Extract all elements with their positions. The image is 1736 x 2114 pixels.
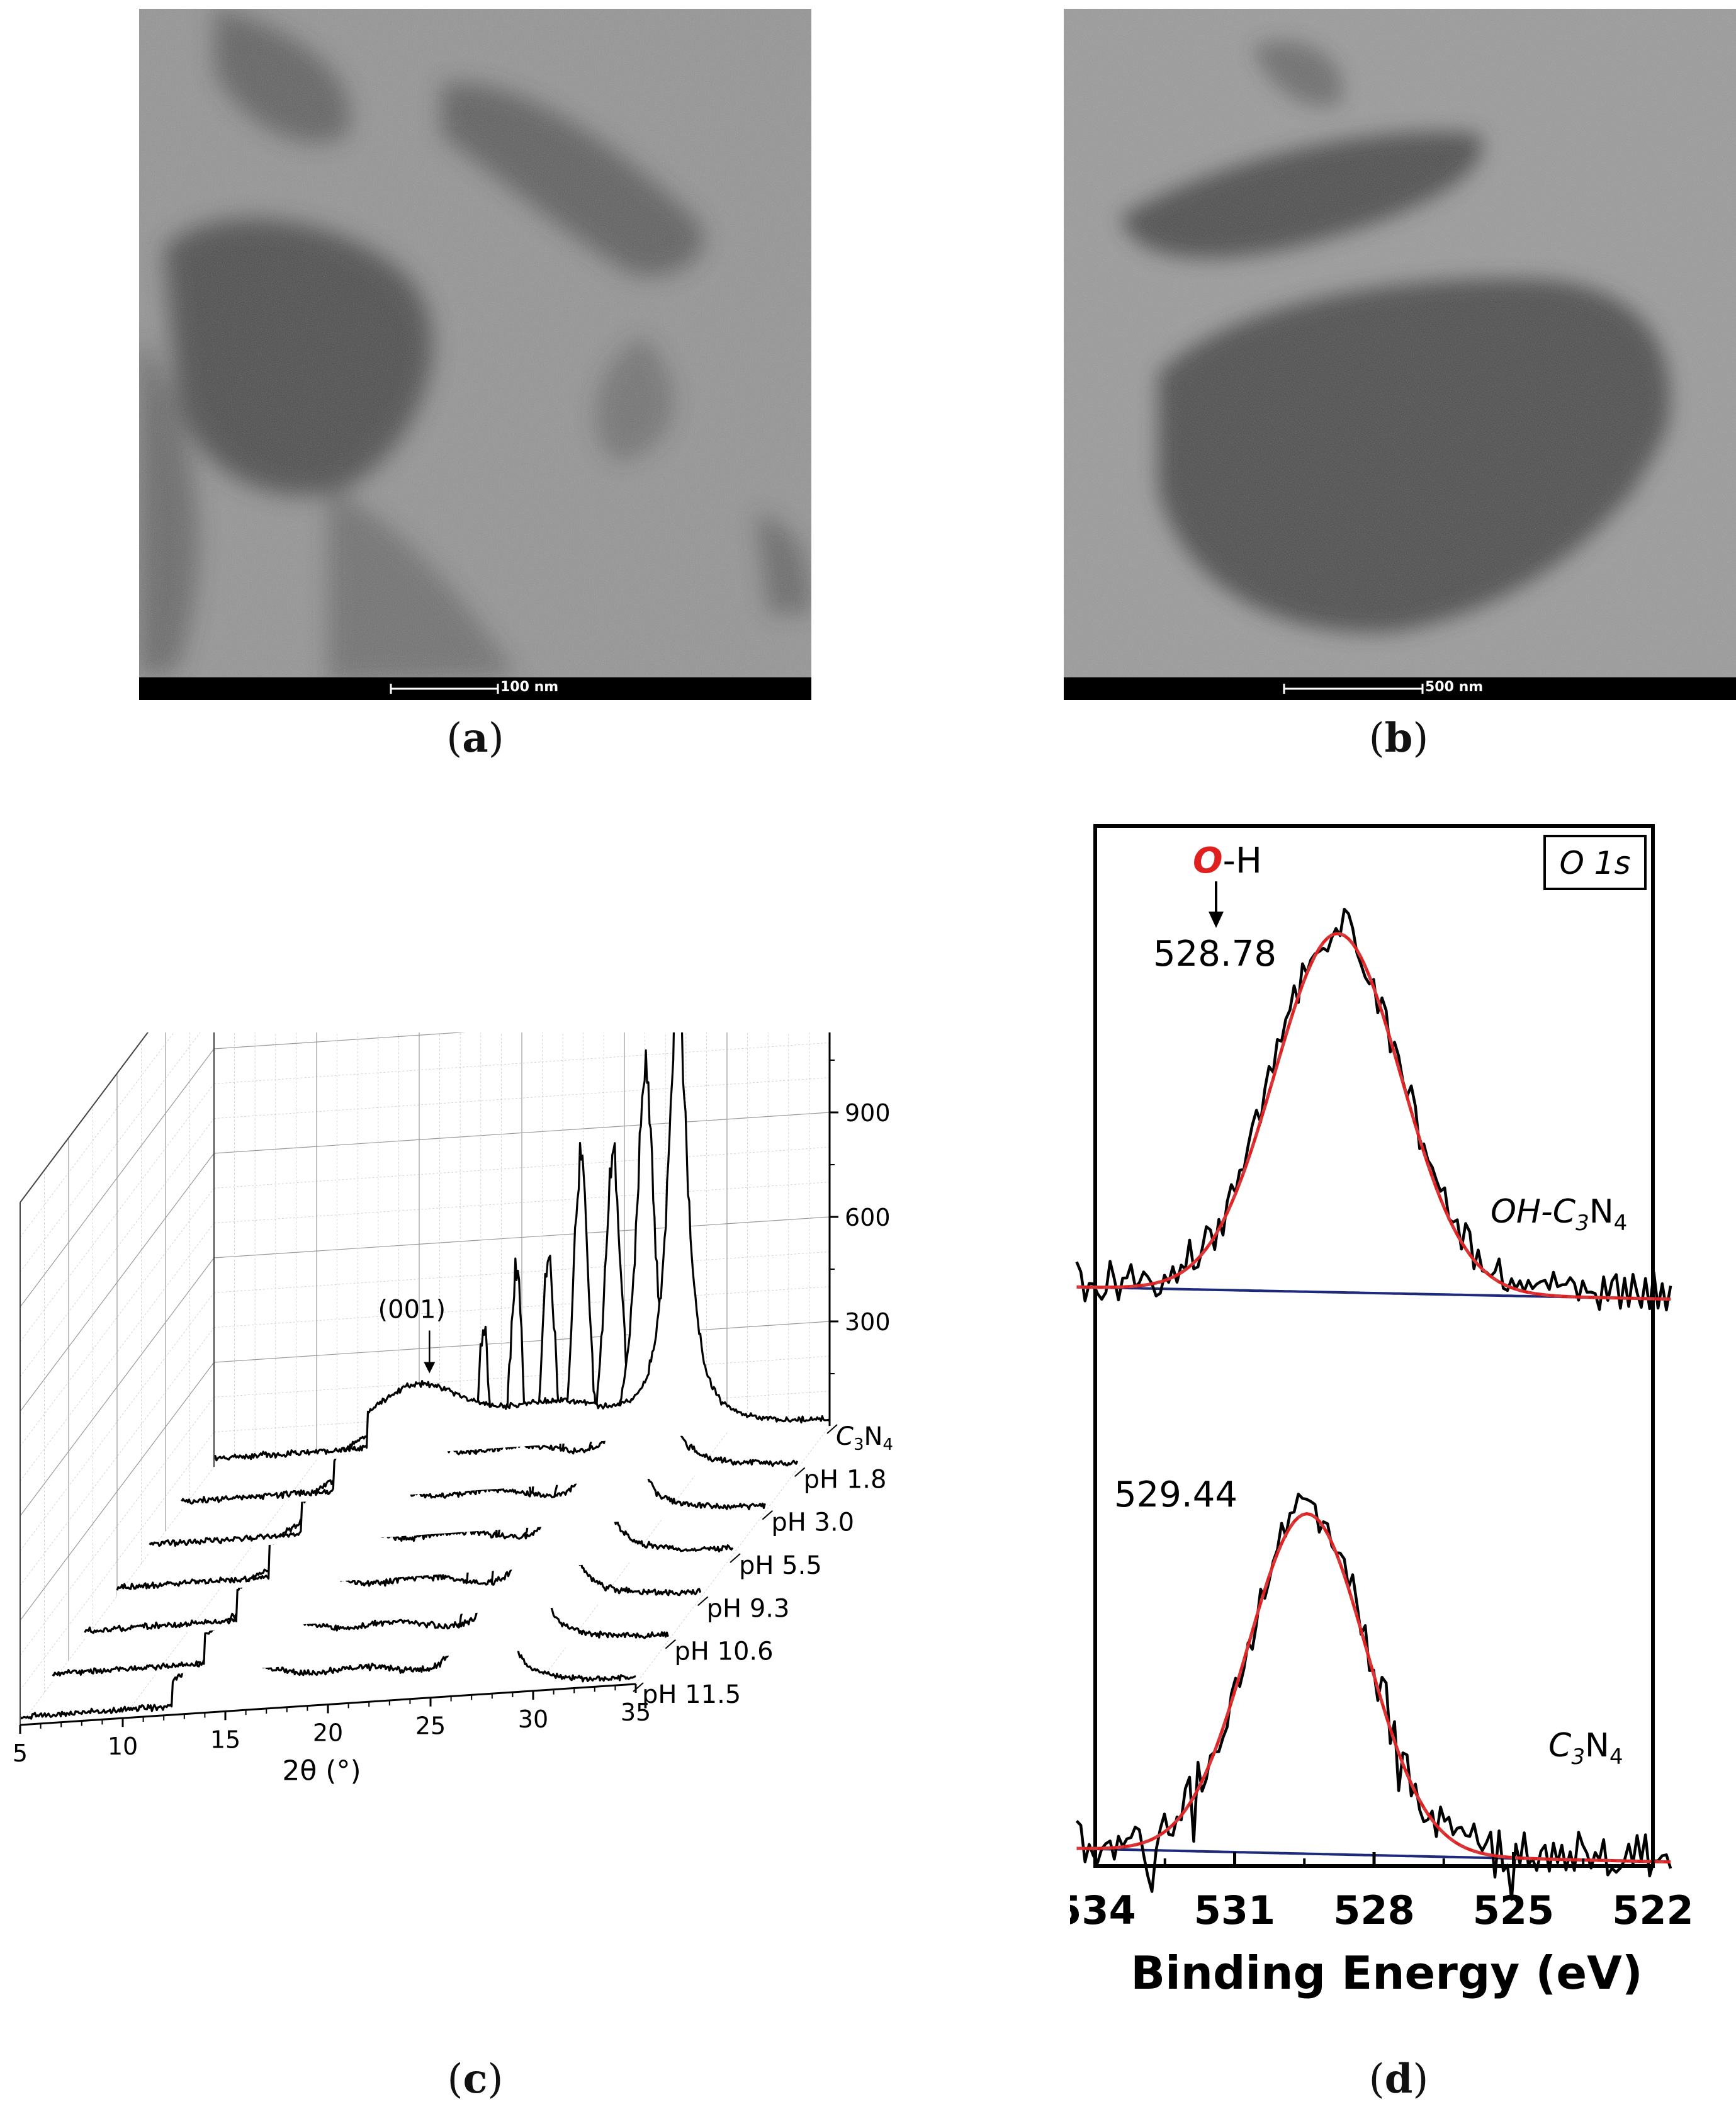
x-tick-label: 528 (1333, 1887, 1414, 1933)
tem-image-a: 100 nm (139, 9, 811, 700)
series-label-top: OH-C3N4 (1491, 1193, 1627, 1236)
oh-arrowhead (1209, 912, 1224, 928)
series-label-tick-5 (665, 1639, 676, 1649)
x-tick-label: 25 (415, 1712, 446, 1740)
series-line-0 (213, 1032, 831, 1462)
series-label-tick-0 (826, 1424, 838, 1434)
scale-bar-a: 100 nm (139, 677, 811, 700)
series-label-bottom: C3N4 (1548, 1727, 1623, 1770)
caption-c: (c) (447, 2055, 504, 2103)
x-tick-label: 531 (1194, 1887, 1275, 1933)
tem-image-b: 500 nm (1064, 9, 1736, 700)
region-label-box (1543, 835, 1647, 890)
series-label-1: pH 1.8 (804, 1465, 887, 1494)
side-wall-horizontal (20, 1257, 215, 1517)
z-tick-label: 300 (845, 1308, 891, 1336)
side-wall-horizontal (20, 1362, 215, 1621)
side-wall-minor-horizontal (20, 1432, 215, 1690)
scale-line-a (390, 684, 499, 694)
series-label-4: pH 9.3 (707, 1594, 790, 1623)
x-tick-label: 5 (13, 1739, 28, 1767)
z-tick-label: 900 (845, 1099, 891, 1127)
series-label-tick-1 (794, 1467, 806, 1478)
side-wall-minor-horizontal (20, 1292, 215, 1551)
envelope-curve-top (1076, 932, 1671, 1301)
oh-annotation: O-H (1193, 840, 1262, 881)
side-wall-minor-horizontal (20, 1223, 215, 1481)
region-label: O 1s (1559, 845, 1630, 881)
z-tick-label: 600 (845, 1204, 891, 1231)
xps-content: 534 531 528 525 522 Binding Energy (eV) O 1s O-… (1070, 824, 1694, 1999)
peak-label-bottom: 529.44 (1114, 1474, 1237, 1515)
series-line-5 (52, 1257, 669, 1677)
x-tick-label: 522 (1612, 1887, 1693, 1933)
series-label-3: pH 5.5 (739, 1551, 822, 1580)
series-label-tick-4 (697, 1596, 709, 1607)
peak-label-top: 528.78 (1153, 934, 1277, 975)
x-tick-label: 30 (518, 1705, 548, 1733)
side-wall-horizontal (20, 1153, 215, 1412)
side-wall-minor-horizontal (20, 1188, 215, 1447)
tem-texture-b (1064, 9, 1736, 700)
x-tick-label: 20 (313, 1719, 343, 1747)
side-wall-horizontal (20, 1048, 215, 1308)
scale-label-a: 100 nm (500, 679, 559, 695)
side-wall-minor-horizontal (20, 1397, 215, 1656)
series-labels: pH 11.5 pH 10.6 pH 9.3 pH 5.5 pH 3.0 pH 1.8 C3… (633, 1422, 893, 1709)
annotation-001-arrowhead (424, 1362, 436, 1374)
x-axis-title: 2θ (°) (282, 1755, 361, 1787)
x-tick-label: 525 (1473, 1887, 1554, 1933)
caption-a: (a) (446, 715, 504, 762)
series-line-6 (19, 1325, 636, 1720)
side-wall-minor-horizontal (20, 1032, 201, 1272)
side-wall-minor-horizontal (20, 1118, 215, 1377)
annotation-001: (001) (378, 1296, 446, 1325)
side-wall-minor-horizontal (20, 1032, 174, 1238)
series-line-1 (181, 1049, 799, 1505)
x-tick-label: 15 (210, 1726, 240, 1753)
series-label-tick-3 (730, 1553, 741, 1563)
series-label-2: pH 3.0 (771, 1508, 854, 1537)
x-tick-label: 10 (108, 1732, 138, 1760)
series-label-5: pH 10.6 (674, 1637, 773, 1666)
floor-gridline (635, 1425, 830, 1685)
x-tick-label: 35 (621, 1699, 651, 1726)
series-lines (19, 1032, 831, 1725)
series-label-tick-2 (762, 1510, 773, 1520)
scale-bar-b: 500 nm (1064, 677, 1736, 700)
scale-label-b: 500 nm (1425, 679, 1484, 695)
caption-b: (b) (1368, 715, 1429, 762)
series-line-4 (84, 1255, 702, 1634)
xps-o1s-chart: 534 531 528 525 522 Binding Energy (eV) O 1s O-… (1070, 824, 1694, 1999)
caption-d: (d) (1368, 2055, 1429, 2103)
series-label-0: C3N4 (836, 1422, 893, 1454)
series-label-6: pH 11.5 (642, 1680, 741, 1709)
xrd-waterfall-chart: pH 11.5 pH 10.6 pH 9.3 pH 5.5 pH 3.0 pH 1.8 C3… (13, 1032, 893, 1787)
side-wall-minor-horizontal (20, 1327, 215, 1586)
x-axis-title: Binding Energy (eV) (1130, 1947, 1643, 1999)
tem-texture-a (139, 9, 811, 700)
side-wall-minor-horizontal (20, 1083, 215, 1342)
scale-line-b (1283, 684, 1424, 694)
x-tick-label: 534 (1070, 1887, 1136, 1933)
series-fill-0 (214, 1032, 830, 1467)
series-line-2 (149, 1142, 766, 1547)
envelope-curve-bottom (1076, 1512, 1671, 1864)
